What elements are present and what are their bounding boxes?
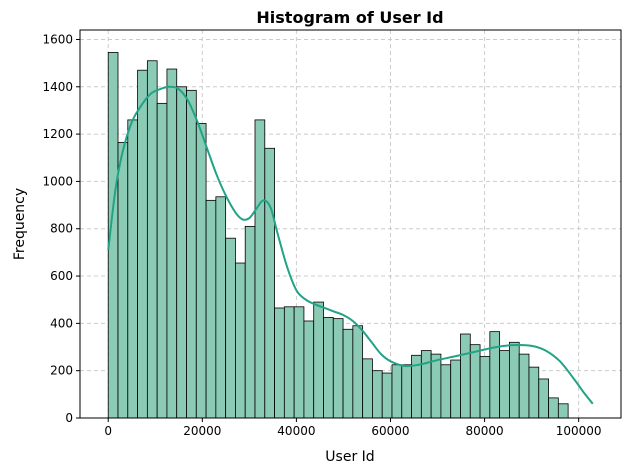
histogram-bar [557,403,569,419]
x-axis-label: User Id [325,449,374,465]
histogram-bar [509,341,520,419]
histogram-bar [362,358,373,419]
histogram-bar [146,60,158,419]
histogram-bar [548,397,559,419]
histogram-bar [215,196,227,419]
y-axis-ticks: 0 200 400 600 800 1000 1200 1400 1600 [42,32,80,425]
histogram-bar [430,353,442,419]
histogram-bar [205,199,217,419]
y-axis-label: Frequency [12,188,28,260]
histogram-bar [293,306,305,419]
histogram-bar [518,353,530,419]
histogram-bar [225,237,236,419]
histogram-bar [156,102,168,419]
histogram-bar [499,350,510,419]
histogram-bar [489,331,501,419]
histogram-bar [235,262,246,419]
histogram-bar [127,119,138,419]
y-tick-label: 1400 [42,80,73,94]
x-tick-label: 80000 [465,424,503,438]
histogram-bar [283,306,295,419]
histogram-bar [264,147,275,419]
histogram-bar [244,225,256,419]
y-tick-label: 1000 [42,174,73,188]
histogram-bar [469,344,481,419]
kde-curve [107,85,594,405]
x-tick-label: 40000 [277,424,315,438]
histogram-bar [528,366,540,419]
histogram-bar [391,364,403,419]
x-axis-ticks: 0 20000 40000 60000 80000 100000 [104,418,602,438]
histogram-bar [117,141,129,419]
histogram-bar [479,356,491,419]
histogram-bar [254,119,266,419]
histogram-bar [381,372,393,419]
histogram-bar [332,318,344,419]
x-tick-label: 100000 [556,424,602,438]
x-tick-label: 0 [104,424,112,438]
x-tick-label: 60000 [371,424,409,438]
histogram-bar [450,359,461,419]
histogram-bar [440,364,452,419]
histogram-bar [176,86,187,419]
histogram-bar [274,307,285,419]
histogram-bar [401,364,412,419]
histogram-bar [538,378,549,419]
histogram-bar [186,89,197,419]
histogram-bar [137,69,148,419]
histogram-bar [313,301,324,419]
y-tick-label: 200 [50,364,73,378]
y-tick-label: 1200 [42,127,73,141]
histogram-bar [323,317,334,419]
histogram-bar [460,333,471,419]
plot-frame [79,29,622,419]
y-tick-label: 0 [65,411,73,425]
y-tick-label: 800 [50,222,73,236]
x-tick-label: 20000 [183,424,221,438]
histogram-bar [342,328,354,419]
chart-title: Histogram of User Id [256,8,443,27]
histogram-bar [372,370,383,419]
histogram-bars [107,52,569,419]
y-tick-label: 600 [50,269,73,283]
histogram-bar [352,325,364,419]
histogram-bar [195,123,207,419]
histogram-bar [303,320,315,419]
histogram-bar [420,350,432,419]
histogram-bar [166,68,178,419]
y-tick-label: 1600 [42,32,73,46]
y-tick-label: 400 [50,316,73,330]
